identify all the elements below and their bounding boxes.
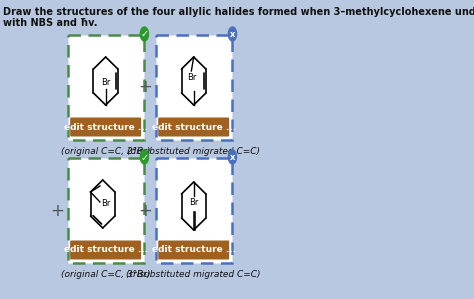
Text: (trisubstituted migrated C=C): (trisubstituted migrated C=C) <box>127 270 261 279</box>
Text: edit structure ...: edit structure ... <box>152 123 236 132</box>
FancyBboxPatch shape <box>70 240 141 260</box>
Text: +: + <box>138 202 152 219</box>
FancyBboxPatch shape <box>158 118 229 137</box>
FancyBboxPatch shape <box>155 158 232 263</box>
Text: (original C=C, 2°Br): (original C=C, 2°Br) <box>61 147 150 156</box>
FancyBboxPatch shape <box>155 35 232 140</box>
Text: edit structure ...: edit structure ... <box>64 245 148 254</box>
Text: Br: Br <box>101 199 110 208</box>
Text: Br: Br <box>101 78 110 87</box>
Text: +: + <box>138 79 152 97</box>
Text: with NBS and ħv.: with NBS and ħv. <box>3 18 98 28</box>
Text: ✓: ✓ <box>140 30 148 39</box>
Text: Draw the structures of the four allylic halides formed when 3–methylcyclohexene : Draw the structures of the four allylic … <box>3 7 474 17</box>
FancyBboxPatch shape <box>70 118 141 137</box>
Text: edit structure ...: edit structure ... <box>152 245 236 254</box>
Text: Br: Br <box>187 73 196 82</box>
Circle shape <box>140 150 148 164</box>
FancyBboxPatch shape <box>158 240 229 260</box>
Circle shape <box>228 27 237 41</box>
Text: (original C=C, 3°Br): (original C=C, 3°Br) <box>61 270 150 279</box>
Text: +: + <box>50 202 64 219</box>
Text: Br: Br <box>189 198 199 207</box>
Text: x: x <box>230 30 235 39</box>
FancyBboxPatch shape <box>67 35 144 140</box>
Text: x: x <box>230 153 235 162</box>
Text: edit structure ...: edit structure ... <box>64 123 148 132</box>
FancyBboxPatch shape <box>67 158 144 263</box>
Circle shape <box>228 150 237 164</box>
Circle shape <box>140 27 148 41</box>
Text: (disubstituted migrated C=C): (disubstituted migrated C=C) <box>127 147 260 156</box>
Text: ✓: ✓ <box>140 152 148 162</box>
